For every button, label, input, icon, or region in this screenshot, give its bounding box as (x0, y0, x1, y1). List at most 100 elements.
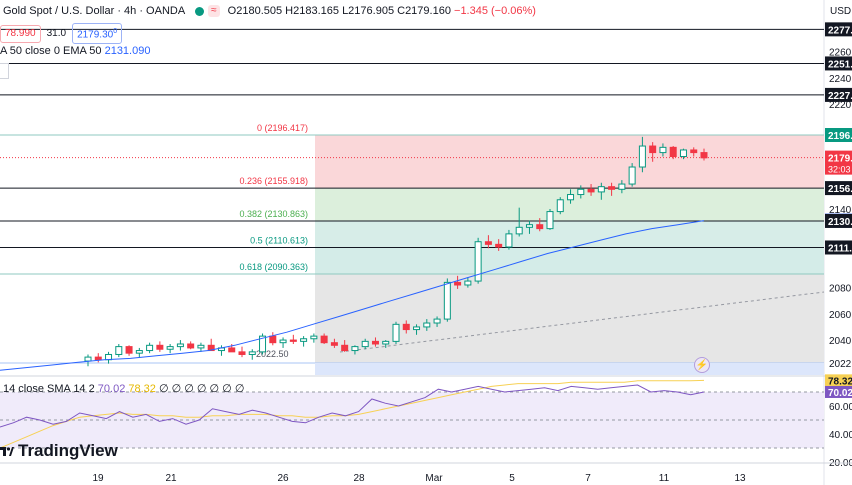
rsi-legend[interactable]: 14 close SMA 14 2 70.02 78.32 ∅ ∅ ∅ ∅ ∅ … (3, 382, 244, 395)
candle-body (484, 241, 492, 245)
candle-body (135, 350, 143, 354)
rsi-legend-value: 70.02 (97, 383, 126, 395)
candle-body (228, 347, 236, 353)
candle-body (587, 188, 595, 193)
candle-body (156, 344, 164, 350)
candle-body (536, 224, 544, 230)
close-value: C2179.160 (397, 5, 451, 17)
fib-level-label: 0.236 (2155.918) (239, 176, 308, 186)
price-label-text: 2277. (828, 25, 852, 36)
rsi-legend-zeros: ∅ ∅ ∅ ∅ ∅ ∅ ∅ (158, 383, 245, 395)
market-open-icon (195, 6, 205, 16)
candle-body (628, 166, 636, 185)
price-axis-tick: 2240.0 (829, 74, 852, 85)
candle-body (433, 318, 441, 324)
time-axis-tick: 11 (659, 473, 670, 484)
candle-body (546, 211, 554, 230)
fib-level-label: 0.5 (2110.613) (250, 235, 308, 245)
price-axis-tick: 2060.0 (829, 310, 852, 321)
fib-level-label: 0 (2196.417) (257, 123, 308, 133)
candle-body (679, 149, 687, 158)
price-label-box (825, 87, 852, 102)
candle-body (638, 145, 646, 168)
fib-bottom-label: 2022.50 (256, 349, 289, 359)
candle-body (351, 346, 359, 352)
ema-50-line (0, 220, 705, 371)
sell-button[interactable]: 78.990 (0, 24, 41, 43)
candle-body (464, 280, 472, 286)
rsi-band (0, 392, 824, 448)
ema-legend-label: A 50 close 0 EMA 50 (0, 45, 102, 57)
time-axis-tick: Mar (425, 473, 443, 484)
wave-icon[interactable]: ≈ (208, 5, 220, 17)
candle-body (618, 183, 626, 190)
fib-level-label: 0.382 (2130.863) (239, 209, 308, 219)
candle-body (371, 340, 379, 345)
rsi-axis-tick: 60.00 (829, 402, 852, 413)
price-label-text: 2111. (828, 243, 852, 254)
candle-body (320, 335, 328, 344)
price-label-text: 2251. (828, 59, 852, 70)
candle-body (443, 281, 451, 320)
time-axis-tick: 28 (353, 473, 365, 484)
candle-body (525, 224, 533, 228)
candle-body (515, 226, 523, 235)
time-axis-tick: 7 (585, 473, 591, 484)
rsi-line (0, 384, 705, 428)
price-label-box (825, 181, 852, 196)
candle-body (176, 343, 184, 348)
buy-price-sup: 0 (113, 28, 118, 35)
candle-body (115, 346, 123, 355)
price-label-box (825, 150, 852, 175)
fib-bottom-band (315, 363, 824, 375)
buy-price: 2179.30 (77, 29, 114, 41)
candle-body (310, 335, 318, 340)
symbol-title[interactable]: Gold Spot / U.S. Dollar · 4h · OANDA (3, 5, 186, 17)
price-label-box (825, 56, 852, 71)
fib-zone-band (315, 220, 824, 248)
fib-zone-band (315, 274, 824, 363)
candle-body (474, 241, 482, 282)
fib-zone-band (315, 247, 824, 275)
price-label-text: 2156. (828, 184, 852, 195)
rsi-legend-label: 14 close SMA 14 2 (3, 383, 95, 395)
candle-body (567, 194, 575, 201)
candle-body (269, 335, 277, 344)
candle-body (556, 199, 564, 213)
spread-value: 31.0 (46, 28, 67, 40)
price-label-text: 2179. (828, 154, 852, 165)
time-axis-tick: 26 (277, 473, 289, 484)
time-axis-tick: 21 (165, 473, 177, 484)
tradingview-logo-text: TradingView (18, 441, 118, 460)
candle-body (125, 346, 133, 354)
tradingview-logo-icon (0, 447, 14, 456)
candle-body (454, 281, 462, 286)
candle-body (279, 339, 287, 344)
candle-body (597, 186, 605, 193)
high-value: H2183.165 (285, 5, 339, 17)
lightning-icon[interactable]: ⚡ (694, 357, 710, 373)
low-value: L2176.905 (342, 5, 395, 17)
candle-body (289, 339, 297, 342)
price-label-countdown: 32:03 (828, 165, 851, 175)
buy-button[interactable]: 2179.300 (72, 23, 123, 45)
ohlc-readout: O2180.505 H2183.165 L2176.905 C2179.160 … (228, 5, 536, 17)
time-axis-tick: 13 (734, 473, 746, 484)
price-axis-tick: 2022.5 (829, 359, 852, 370)
tradingview-logo[interactable]: TradingView (0, 440, 118, 462)
rsi-label-text: 70.02 (828, 388, 852, 399)
candle-body (608, 186, 616, 190)
candle-body (577, 188, 585, 196)
candle-body (495, 243, 503, 248)
price-label-text: 2196. (828, 131, 852, 142)
price-label-box (825, 240, 852, 255)
candle-body (402, 323, 410, 331)
trade-panel: 78.990 31.0 2179.300 (0, 23, 123, 45)
time-axis-tick: 19 (92, 473, 104, 484)
fib-level-label: 0.618 (2090.363) (239, 262, 308, 272)
ema-legend[interactable]: A 50 close 0 EMA 50 2131.090 (0, 45, 150, 57)
price-label-box (825, 213, 852, 228)
collapse-legend-toggle[interactable] (0, 63, 9, 79)
candle-body (690, 149, 698, 154)
